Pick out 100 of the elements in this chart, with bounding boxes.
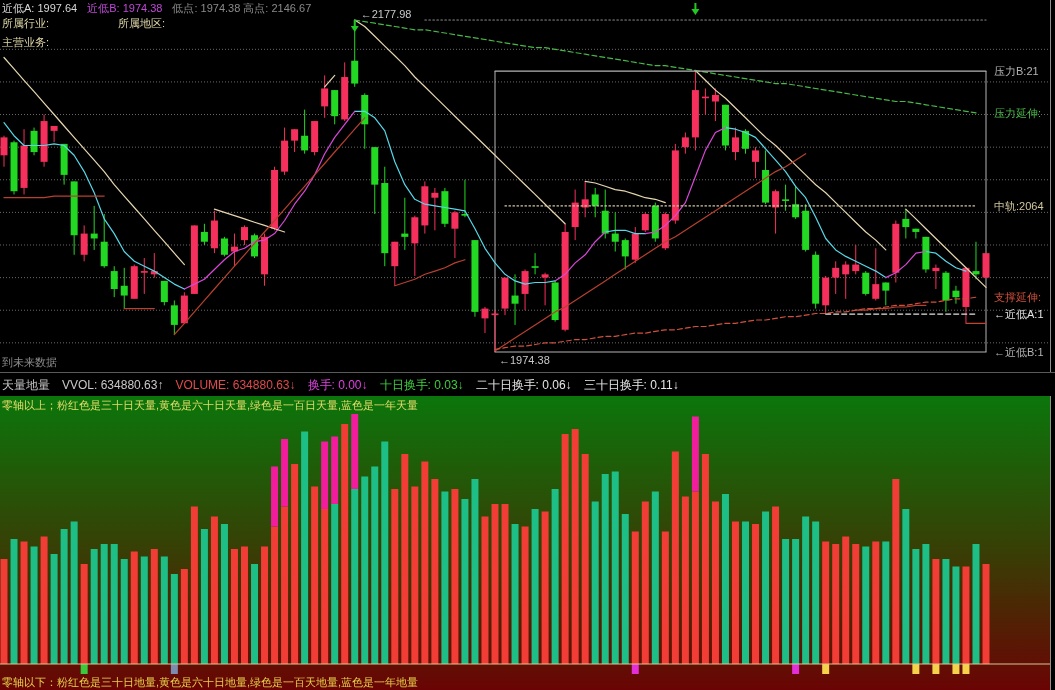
bar	[251, 564, 259, 664]
bar	[651, 491, 659, 664]
annotation: ←2177.98	[360, 8, 412, 20]
bar	[281, 506, 289, 664]
bar	[471, 479, 479, 664]
series-label: 中轨:2064	[994, 199, 1044, 212]
bar	[752, 524, 760, 664]
bar	[942, 559, 950, 664]
bar	[180, 569, 188, 664]
bar	[80, 564, 88, 664]
bar	[862, 546, 870, 664]
text: 零轴以下：粉红色是三十日地量,黄色是六十日地量,绿色是一百天地量,蓝色是一年地量	[2, 676, 419, 688]
text: VVOL: 634880.63↑	[62, 378, 164, 392]
bar	[491, 504, 499, 664]
bar	[271, 466, 279, 527]
series-label: 支撑延伸:	[994, 291, 1042, 304]
text: VOLUME: 634880.63↓	[175, 378, 296, 392]
bar	[832, 544, 840, 664]
annotation: 主营业务:	[2, 36, 50, 48]
bar	[511, 524, 519, 664]
bar	[401, 454, 409, 664]
text: 换手: 0.00↓	[307, 378, 368, 392]
bar	[100, 544, 108, 664]
bar	[421, 461, 429, 664]
text: 近低A: 1997.64	[2, 2, 78, 14]
series-label: 压力延伸:	[994, 106, 1042, 119]
bar	[641, 501, 649, 664]
bar	[872, 541, 880, 664]
bar	[341, 424, 349, 664]
bar	[631, 664, 639, 674]
bar	[150, 549, 158, 664]
bar	[391, 489, 399, 664]
bar	[200, 529, 208, 664]
bar	[932, 559, 940, 664]
bar	[170, 664, 178, 674]
bar	[912, 664, 920, 674]
bar	[601, 474, 609, 664]
bar	[351, 414, 359, 489]
bar	[902, 509, 910, 664]
bar	[140, 556, 148, 664]
bar	[972, 544, 980, 664]
bar	[812, 521, 820, 664]
bar	[451, 489, 459, 664]
bar	[962, 664, 970, 674]
bar	[561, 434, 569, 664]
bar	[782, 539, 790, 664]
bar	[301, 431, 309, 664]
bar	[60, 529, 68, 664]
bar	[551, 489, 559, 664]
bar	[431, 479, 439, 664]
bar	[681, 496, 689, 664]
bar	[281, 439, 289, 507]
bar	[802, 516, 810, 664]
bar	[110, 544, 118, 664]
bar	[822, 541, 830, 664]
bar	[792, 539, 800, 664]
text: ←1974.38	[499, 354, 550, 366]
bar	[130, 551, 138, 664]
bar	[691, 491, 699, 664]
bar	[331, 436, 339, 504]
bar	[291, 464, 299, 664]
bar	[30, 546, 38, 664]
bar	[230, 549, 238, 664]
bar	[982, 564, 990, 664]
bar	[0, 559, 8, 664]
bar	[441, 491, 449, 664]
bar	[571, 429, 579, 664]
bar	[541, 511, 549, 664]
bar	[952, 664, 960, 674]
text: 十日换手: 0.03↓	[379, 378, 464, 392]
bar	[271, 526, 279, 664]
bar	[220, 524, 228, 664]
bar	[731, 521, 739, 664]
bar	[521, 526, 529, 664]
bar	[210, 516, 218, 664]
bar	[120, 559, 128, 664]
bar	[591, 501, 599, 664]
bar	[50, 554, 58, 664]
bar	[711, 501, 719, 664]
bar	[261, 546, 269, 664]
bar	[581, 454, 589, 664]
text: 天量地量	[2, 378, 50, 392]
bar	[932, 664, 940, 674]
bar	[742, 521, 750, 664]
bar	[962, 566, 970, 664]
bar	[842, 536, 850, 664]
bar	[411, 486, 419, 664]
bar	[20, 541, 28, 664]
bar	[70, 521, 78, 664]
bar	[631, 531, 639, 664]
text: 三十日换手: 0.11↓	[583, 378, 679, 392]
bar	[501, 504, 509, 664]
bar	[762, 511, 770, 664]
bar	[772, 506, 780, 664]
text: 低点: 1974.38 高点: 2146.67	[172, 2, 312, 14]
bar	[10, 539, 18, 664]
bar	[892, 479, 900, 664]
bar	[160, 556, 168, 664]
bar	[90, 549, 98, 664]
bar	[170, 574, 178, 664]
